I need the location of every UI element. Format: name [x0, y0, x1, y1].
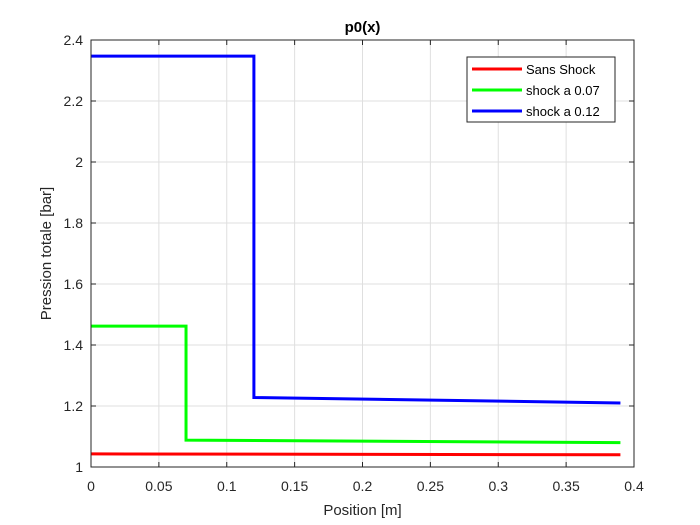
x-axis-label: Position [m] — [323, 502, 401, 519]
series-group — [90, 54, 621, 457]
legend: Sans Shock shock a 0.07 shock a 0.12 — [466, 56, 616, 123]
y-tick-label: 2.4 — [64, 32, 84, 48]
y-tick-label: 1.8 — [64, 215, 84, 231]
legend-label-sans-shock: Sans Shock — [526, 62, 596, 77]
series-line-shock-012 — [91, 54, 621, 405]
x-tick-label: 0.4 — [624, 478, 644, 494]
series-line-sans-shock — [90, 452, 621, 457]
legend-label-shock-012: shock a 0.12 — [526, 104, 600, 119]
legend-label-shock-007: shock a 0.07 — [526, 83, 600, 98]
y-tick-labels: 1 1.2 1.4 1.6 1.8 2 2.2 2.4 — [64, 32, 84, 475]
y-tick-label: 1.6 — [64, 276, 84, 292]
y-tick-label: 1.2 — [64, 398, 84, 414]
y-tick-label: 1.4 — [64, 337, 84, 353]
y-tick-label: 1 — [75, 459, 83, 475]
x-tick-label: 0.2 — [353, 478, 373, 494]
x-tick-label: 0.35 — [553, 478, 580, 494]
y-tick-label: 2.2 — [64, 93, 84, 109]
x-tick-label: 0.05 — [145, 478, 172, 494]
series-line-shock-007 — [91, 324, 621, 445]
x-tick-label: 0.25 — [417, 478, 444, 494]
y-axis-label: Pression totale [bar] — [38, 187, 55, 320]
y-tick-label: 2 — [75, 154, 83, 170]
x-tick-labels: 0 0.05 0.1 0.15 0.2 0.25 0.3 0.35 0.4 — [87, 478, 644, 494]
x-tick-label: 0.1 — [217, 478, 237, 494]
ticks — [90, 39, 635, 468]
x-tick-label: 0.3 — [489, 478, 509, 494]
x-tick-label: 0.15 — [281, 478, 308, 494]
chart-title: p0(x) — [345, 19, 381, 36]
x-tick-label: 0 — [87, 478, 95, 494]
